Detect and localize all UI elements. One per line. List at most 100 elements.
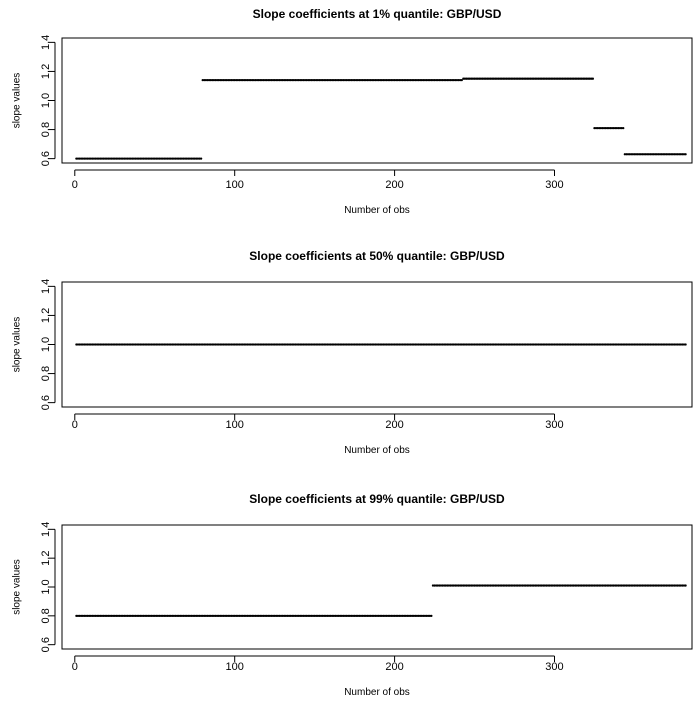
data-point <box>510 584 513 587</box>
data-point <box>359 343 363 346</box>
data-point <box>492 77 495 80</box>
data-point <box>473 584 476 587</box>
data-point <box>179 343 182 346</box>
data-point <box>569 77 572 80</box>
data-point <box>158 614 161 617</box>
x-tick-label: 0 <box>72 179 78 191</box>
data-point <box>299 79 302 82</box>
data-point <box>566 584 569 587</box>
data-point <box>486 77 489 80</box>
data-point <box>263 614 267 617</box>
data-point <box>593 343 596 346</box>
data-point <box>511 343 515 346</box>
data-point <box>524 77 527 80</box>
data-point <box>550 584 553 587</box>
data-point <box>172 157 176 160</box>
data-point <box>219 79 222 82</box>
data-point <box>422 79 425 82</box>
data-point <box>618 126 622 130</box>
data-point <box>407 343 411 346</box>
data-point <box>267 79 270 82</box>
data-point <box>617 343 620 346</box>
data-point <box>446 79 449 82</box>
data-point <box>470 77 473 80</box>
data-point <box>276 79 280 82</box>
data-point <box>564 77 567 80</box>
data-point <box>535 584 539 587</box>
data-point <box>459 79 462 82</box>
data-point <box>342 343 345 346</box>
data-point <box>302 614 305 617</box>
data-point <box>228 614 232 617</box>
data-point <box>112 343 115 346</box>
data-point <box>134 614 137 617</box>
data-point <box>535 77 539 80</box>
data-point <box>329 614 332 617</box>
data-point <box>654 343 657 346</box>
data-point <box>623 153 626 156</box>
data-point <box>452 584 455 587</box>
data-point <box>530 343 534 346</box>
data-point <box>449 343 452 346</box>
data-point <box>601 126 604 130</box>
data-point <box>139 157 142 160</box>
data-point <box>452 79 455 82</box>
data-point <box>671 584 674 587</box>
data-point <box>100 157 104 160</box>
data-point <box>655 153 658 156</box>
data-point <box>182 614 185 617</box>
data-point <box>567 77 571 80</box>
chart-title: Slope coefficients at 1% quantile: GBP/U… <box>253 7 502 21</box>
data-point <box>596 584 599 587</box>
data-point <box>674 153 678 156</box>
data-point <box>446 343 449 346</box>
data-point <box>398 79 401 82</box>
data-point <box>323 79 326 82</box>
data-point <box>473 343 476 346</box>
data-point <box>482 77 486 80</box>
data-point <box>302 79 305 82</box>
data-point <box>366 614 369 617</box>
data-point <box>175 157 179 160</box>
data-point <box>388 79 391 82</box>
data-point <box>438 584 441 587</box>
data-point <box>412 79 415 82</box>
data-point <box>530 77 534 80</box>
data-point <box>628 153 631 156</box>
data-point <box>540 343 543 346</box>
x-tick-label: 100 <box>226 179 244 191</box>
data-point <box>191 157 195 160</box>
data-point <box>190 343 193 346</box>
data-point <box>112 157 115 160</box>
data-point <box>203 343 206 346</box>
data-point <box>305 79 308 82</box>
data-point <box>161 614 164 617</box>
data-point <box>286 614 289 617</box>
data-point <box>259 79 262 82</box>
data-point <box>108 343 112 346</box>
data-point <box>538 584 542 587</box>
data-point <box>217 79 220 82</box>
data-point <box>462 77 465 80</box>
data-point <box>591 343 595 346</box>
data-point <box>630 153 633 156</box>
data-point <box>278 79 281 82</box>
data-point <box>75 343 78 346</box>
data-point <box>502 77 505 80</box>
data-point <box>265 614 268 617</box>
data-point <box>425 343 428 346</box>
data-point <box>212 79 216 82</box>
data-point <box>96 343 99 346</box>
data-point <box>118 343 121 346</box>
data-point <box>623 584 626 587</box>
data-point <box>113 343 116 346</box>
data-point <box>215 614 219 617</box>
data-point <box>662 343 665 346</box>
data-point <box>321 614 324 617</box>
data-point <box>318 343 321 346</box>
data-point <box>516 343 519 346</box>
data-point <box>660 584 663 587</box>
data-point <box>678 343 681 346</box>
data-point <box>177 614 180 617</box>
data-point <box>380 614 383 617</box>
